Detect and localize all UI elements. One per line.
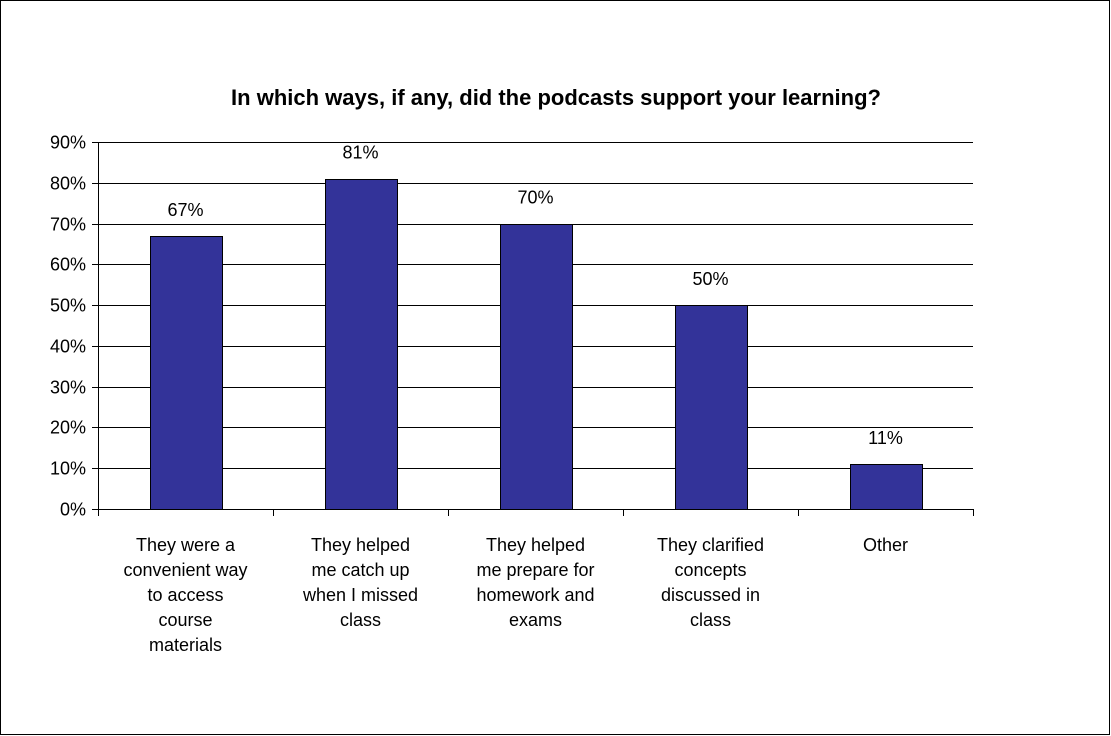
y-tick-label: 50% — [50, 296, 86, 316]
data-label: 50% — [692, 269, 728, 289]
y-tick-label: 70% — [50, 215, 86, 235]
bar — [150, 236, 223, 510]
bar — [850, 464, 923, 510]
bar — [325, 179, 398, 510]
data-label: 81% — [342, 143, 378, 163]
category-label: Other — [862, 535, 909, 555]
data-label: 11% — [868, 428, 903, 448]
y-tick-label: 0% — [60, 500, 86, 520]
y-tick-label: 60% — [50, 255, 86, 275]
category-label: They clarified concepts discussed in cla… — [656, 535, 765, 630]
y-tick-label: 40% — [50, 337, 86, 357]
category-label: They helped me catch up when I missed cl… — [302, 535, 419, 630]
data-label: 70% — [517, 188, 553, 208]
category-label: They were a convenient way to access cou… — [123, 535, 248, 655]
chart-title: In which ways, if any, did the podcasts … — [231, 85, 881, 110]
bar — [675, 305, 748, 510]
category-label: They helped me prepare for homework and … — [476, 535, 595, 630]
bar — [500, 224, 573, 510]
y-tick-label: 10% — [50, 459, 86, 479]
y-tick-label: 90% — [50, 133, 86, 153]
y-tick-label: 80% — [50, 174, 86, 194]
data-label: 67% — [167, 200, 203, 220]
y-tick-label: 20% — [50, 418, 86, 438]
y-tick-label: 30% — [50, 378, 86, 398]
